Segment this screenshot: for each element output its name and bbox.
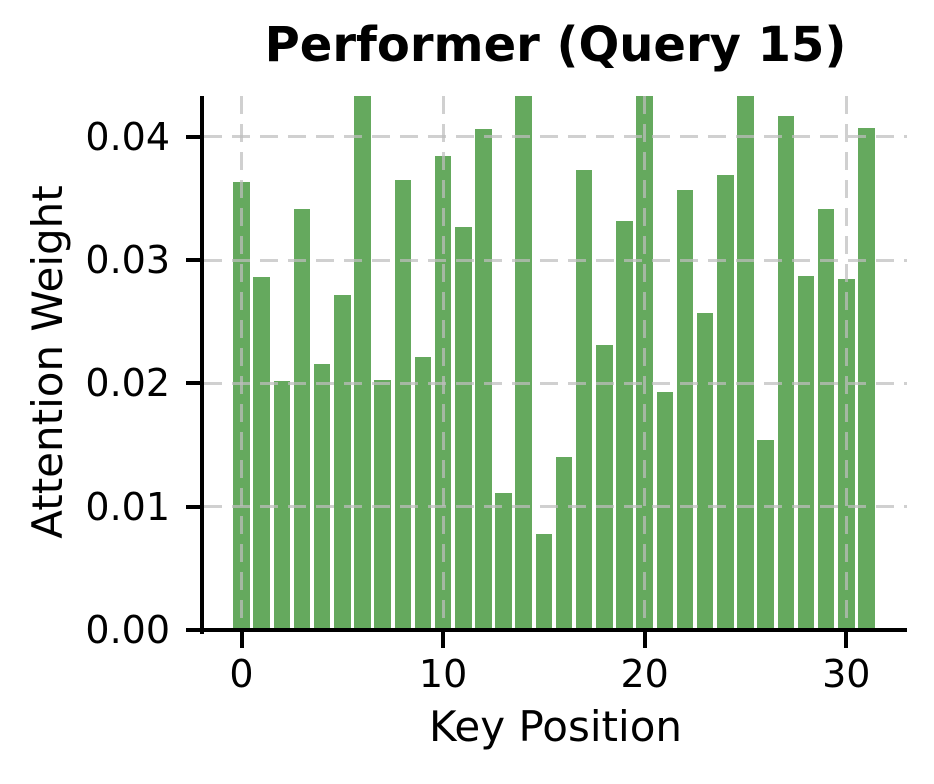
bar <box>676 189 694 630</box>
v-gridline <box>240 96 243 630</box>
y-tick-mark <box>186 258 202 263</box>
y-tick-label: 0.03 <box>85 238 170 283</box>
bar <box>313 363 331 630</box>
y-tick-label: 0.00 <box>85 608 170 652</box>
y-tick-label: 0.04 <box>85 114 170 159</box>
bar <box>817 209 835 630</box>
bar <box>394 179 412 630</box>
y-tick-mark <box>186 134 202 139</box>
bar <box>455 226 472 630</box>
v-gridline <box>441 96 445 630</box>
bar <box>737 96 754 630</box>
chart-title: Performer (Query 15) <box>264 17 847 73</box>
y-axis-spine <box>200 96 204 634</box>
y-tick-label: 0.02 <box>85 361 170 406</box>
bar <box>757 440 774 630</box>
h-gridline <box>204 381 907 385</box>
x-axis-label: Key Position <box>428 702 683 751</box>
v-gridline <box>844 96 848 630</box>
x-tick-label: 20 <box>620 652 669 696</box>
x-tick-label: 10 <box>418 652 468 696</box>
bar <box>555 457 573 630</box>
bar <box>535 533 553 630</box>
bar <box>858 128 875 630</box>
x-tick-label: 30 <box>822 652 871 696</box>
y-tick-mark <box>186 628 202 632</box>
bar <box>414 357 432 630</box>
bar <box>495 493 512 630</box>
bar <box>334 294 351 630</box>
bar <box>777 115 795 630</box>
bar <box>656 391 674 630</box>
h-gridline <box>204 258 907 262</box>
h-gridline <box>204 505 907 509</box>
bar <box>717 174 734 630</box>
bar <box>596 345 613 630</box>
x-tick-label: 0 <box>229 652 254 696</box>
bar <box>253 277 270 630</box>
bar <box>293 209 311 630</box>
bar <box>354 96 371 630</box>
x-tick-mark <box>642 632 647 648</box>
y-axis-label: Attention Weight <box>23 185 72 539</box>
x-tick-mark <box>844 632 849 648</box>
bar <box>616 220 633 630</box>
y-tick-mark <box>186 504 202 509</box>
x-axis-spine <box>200 628 907 632</box>
y-tick-label: 0.01 <box>85 484 170 529</box>
x-tick-mark <box>441 632 446 648</box>
x-tick-mark <box>239 632 244 648</box>
bar <box>797 276 815 630</box>
h-gridline <box>204 135 907 139</box>
bar <box>515 96 532 630</box>
bar <box>575 169 593 630</box>
y-tick-mark <box>186 381 202 386</box>
v-gridline <box>643 96 647 630</box>
bar <box>374 379 391 630</box>
bar <box>475 129 492 630</box>
bar <box>696 313 714 630</box>
